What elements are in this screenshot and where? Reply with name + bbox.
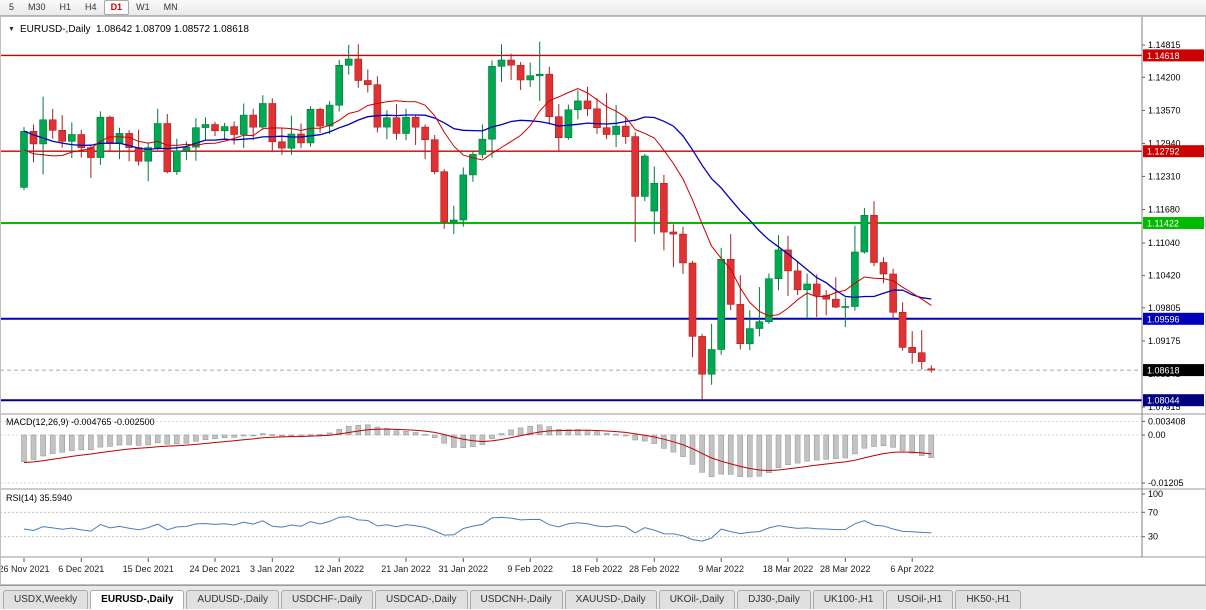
tab-uk100-h1[interactable]: UK100-,H1 xyxy=(812,590,885,609)
date-label: 18 Feb 2022 xyxy=(572,564,623,574)
price-tag-1.12792: 1.12792 xyxy=(1143,145,1204,158)
timeframe-button-mn[interactable]: MN xyxy=(163,2,178,12)
rsi-line xyxy=(23,516,932,542)
rsi-indicator-label: RSI(14) 35.5940 xyxy=(6,493,72,503)
macd-indicator-label: MACD(12,26,9) -0.004765 -0.002500 xyxy=(6,417,155,427)
date-label: 24 Dec 2021 xyxy=(189,564,240,574)
tab-xauusd-daily[interactable]: XAUUSD-,Daily xyxy=(564,590,657,609)
date-axis[interactable]: 26 Nov 2021 6 Dec 2021 15 Dec 2021 24 Dec 2… xyxy=(0,558,934,574)
date-label: 6 Dec 2021 xyxy=(58,564,104,574)
timeframe-button-m30[interactable]: M30 xyxy=(28,2,46,12)
macd-axis-label: -0.01205 xyxy=(1148,478,1184,488)
price-axis-label: 1.09175 xyxy=(1148,336,1181,346)
rsi-axis-label: 70 xyxy=(1148,507,1158,517)
macd-signal-line xyxy=(23,428,932,472)
price-axis-label: 1.12940 xyxy=(1148,138,1181,148)
rsi-axis-label: 100 xyxy=(1148,489,1163,499)
price-axis-label: 1.10420 xyxy=(1148,271,1181,281)
macd-panel[interactable]: 0.003408 0.00 -0.01205 MACD(12,26,9) -0.004… xyxy=(0,416,1186,488)
tab-usoil-h1[interactable]: USOil-,H1 xyxy=(886,590,954,609)
tab-usdcad-daily[interactable]: USDCAD-,Daily xyxy=(374,590,468,609)
chart-title: EURUSD-,Daily xyxy=(20,24,91,35)
date-label: 15 Dec 2021 xyxy=(123,564,174,574)
price-axis-label: 1.11680 xyxy=(1148,205,1180,215)
chart-background xyxy=(0,16,1206,585)
chart-window[interactable]: 1.14815 1.14200 1.13570 1.12940 1.12310 1.116… xyxy=(0,16,1206,585)
timeframe-button-h1[interactable]: H1 xyxy=(59,2,72,12)
price-axis-label: 1.09805 xyxy=(1148,303,1181,313)
date-label: 21 Jan 2022 xyxy=(381,564,431,574)
chart-ohlc-values: 1.08642 1.08709 1.08572 1.08618 xyxy=(96,24,249,35)
candlestick-series[interactable] xyxy=(20,41,936,400)
price-tag-1.11422: 1.11422 xyxy=(1143,217,1204,229)
price-tag-1.08044: 1.08044 xyxy=(1143,394,1204,407)
tab-usdchf-daily[interactable]: USDCHF-,Daily xyxy=(280,590,373,609)
ma-slow-line xyxy=(23,114,932,300)
svg-text:1.14618: 1.14618 xyxy=(1147,51,1180,61)
timeframe-button-5[interactable]: 5 xyxy=(9,2,15,12)
timeframe-button-w1[interactable]: W1 xyxy=(136,2,150,12)
tab-hk50-h1[interactable]: HK50-,H1 xyxy=(955,590,1022,609)
chart-canvas[interactable]: 1.14815 1.14200 1.13570 1.12940 1.12310 1.116… xyxy=(0,16,1206,585)
date-label: 31 Jan 2022 xyxy=(439,564,489,574)
date-label: 9 Feb 2022 xyxy=(507,564,553,574)
tab-usdcnh-daily[interactable]: USDCNH-,Daily xyxy=(469,590,563,609)
date-label: 26 Nov 2021 xyxy=(0,564,50,574)
collapse-icon[interactable]: ▼ xyxy=(8,26,15,33)
price-axis-label: 1.12310 xyxy=(1148,171,1181,181)
chart-header: ▼ EURUSD-,Daily 1.08642 1.08709 1.08572 1.… xyxy=(8,24,249,35)
date-label: 18 Mar 2022 xyxy=(763,564,814,574)
price-tag-1.09596: 1.09596 xyxy=(1143,312,1204,325)
macd-axis-label: 0.00 xyxy=(1148,430,1166,440)
rsi-panel[interactable]: 100 70 30 RSI(14) 35.5940 xyxy=(0,489,1163,542)
svg-text:1.08044: 1.08044 xyxy=(1147,396,1180,406)
date-label: 12 Jan 2022 xyxy=(314,564,364,574)
timeframe-button-d1[interactable]: D1 xyxy=(103,0,130,15)
date-label: 3 Jan 2022 xyxy=(250,564,295,574)
price-axis-label: 1.14200 xyxy=(1148,72,1181,82)
ma-fast-line xyxy=(23,88,932,317)
tab-ukoil-daily[interactable]: UKOil-,Daily xyxy=(658,590,736,609)
date-label: 28 Mar 2022 xyxy=(820,564,871,574)
price-axis-label: 1.11040 xyxy=(1148,238,1180,248)
price-axis-label: 1.14815 xyxy=(1148,40,1181,50)
price-axis-label: 1.07915 xyxy=(1148,402,1181,412)
date-label: 6 Apr 2022 xyxy=(890,564,934,574)
tab-usdx-weekly[interactable]: USDX,Weekly xyxy=(3,590,89,609)
price-tag-1.14618: 1.14618 xyxy=(1143,49,1204,62)
date-label: 9 Mar 2022 xyxy=(698,564,744,574)
macd-axis-label: 0.003408 xyxy=(1148,416,1186,426)
date-label: 28 Feb 2022 xyxy=(629,564,680,574)
tab-eurusd-daily[interactable]: EURUSD-,Daily xyxy=(90,590,185,609)
svg-text:1.12792: 1.12792 xyxy=(1147,147,1180,157)
svg-text:1.08618: 1.08618 xyxy=(1147,366,1180,376)
horizontal-level-lines xyxy=(0,54,1142,402)
chart-tab-bar: USDX,Weekly EURUSD-,Daily AUDUSD-,Daily USD… xyxy=(0,585,1206,609)
timeframe-toolbar: 5 M30 H1 H4 D1 W1 MN xyxy=(0,0,1206,16)
timeframe-button-h4[interactable]: H4 xyxy=(85,2,97,12)
tab-audusd-daily[interactable]: AUDUSD-,Daily xyxy=(186,590,279,609)
rsi-axis-label: 30 xyxy=(1148,532,1158,542)
price-axis-label: 1.13570 xyxy=(1148,105,1181,115)
svg-text:1.09596: 1.09596 xyxy=(1147,314,1180,324)
tab-dj30-daily[interactable]: DJ30-,Daily xyxy=(737,590,811,609)
current-price-tag: 1.08618 xyxy=(1143,364,1204,377)
svg-text:1.11422: 1.11422 xyxy=(1147,219,1179,229)
